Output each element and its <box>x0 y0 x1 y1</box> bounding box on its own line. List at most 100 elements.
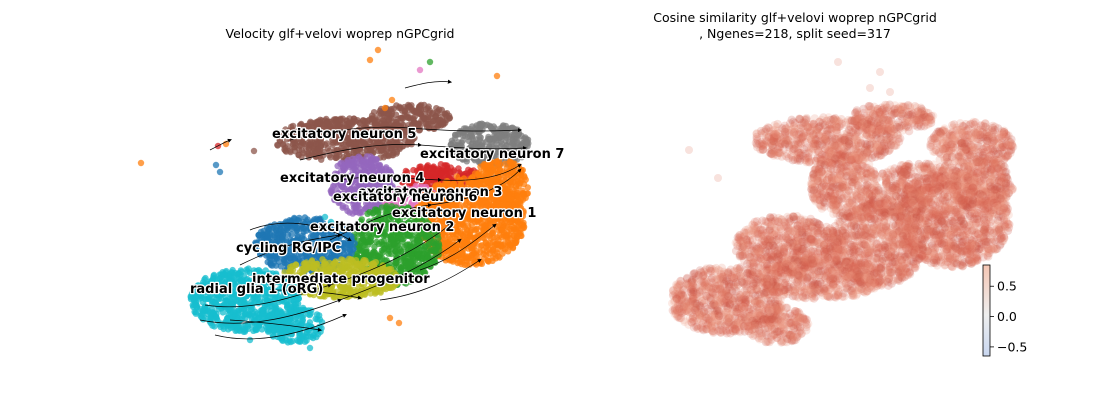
cell-point <box>514 131 522 139</box>
cell-point <box>419 115 427 123</box>
cell-point <box>438 121 446 128</box>
cell-point <box>209 322 216 329</box>
cell-point <box>220 325 227 333</box>
cell-point <box>305 264 312 272</box>
cell-point <box>340 141 347 148</box>
cell-point <box>368 133 375 141</box>
cell-point <box>191 301 198 309</box>
cell-point <box>301 140 309 148</box>
cell-point <box>517 232 524 239</box>
cell-point <box>487 235 494 242</box>
cell-point <box>520 224 527 232</box>
cell-point <box>348 121 356 128</box>
cell-point <box>244 323 251 330</box>
cell-point <box>289 122 297 130</box>
cell-point <box>385 116 392 123</box>
cell-point <box>333 137 340 144</box>
cell-point <box>431 247 439 254</box>
cell-point <box>310 124 317 132</box>
cell-point <box>321 260 328 267</box>
cell-point <box>316 118 323 125</box>
cell-point <box>236 316 244 323</box>
cell-point <box>477 163 484 170</box>
cell-point <box>368 112 376 119</box>
cell-point <box>316 153 324 160</box>
cell-point <box>328 263 335 270</box>
cell-point <box>367 235 374 242</box>
cell-point <box>377 288 384 295</box>
cell-point <box>402 254 409 261</box>
cell-point <box>327 154 334 161</box>
cell-point <box>268 225 275 232</box>
cell-point <box>281 258 288 266</box>
cell-point <box>242 310 249 318</box>
left-panel-title: Velocity glf+velovi woprep nGPCgrid <box>225 26 455 41</box>
cell-point <box>461 132 469 139</box>
cell-point <box>380 265 387 272</box>
cell-point <box>476 121 483 128</box>
cell-point <box>279 141 287 148</box>
cell-point <box>360 140 367 147</box>
cell-point <box>301 123 308 130</box>
cell-point <box>229 266 236 274</box>
cell-point <box>233 327 241 334</box>
cell-point <box>463 226 470 233</box>
cell-point <box>298 128 306 135</box>
cell-point <box>340 129 347 137</box>
cell-point <box>347 286 354 293</box>
cell-point <box>456 259 463 266</box>
cell-point <box>304 129 311 136</box>
cell-point <box>292 261 300 268</box>
right-title-line1: Cosine similarity glf+velovi woprep nGPC… <box>653 10 937 25</box>
cell-point <box>520 190 528 197</box>
cell-point <box>449 139 457 147</box>
cell-point <box>401 136 409 144</box>
cell-point <box>453 173 461 180</box>
cell-point <box>492 134 499 141</box>
cell-point <box>378 122 385 130</box>
cell-point <box>288 135 295 142</box>
cell-point <box>471 170 479 177</box>
cell-point <box>374 116 382 123</box>
cell-point <box>365 241 372 248</box>
cell-point <box>510 224 518 232</box>
cell-point <box>369 260 376 268</box>
cell-point <box>502 233 509 241</box>
cell-point <box>299 232 306 239</box>
cell-point <box>220 270 227 277</box>
cell-point <box>398 120 405 127</box>
cell-point <box>312 149 319 156</box>
cell-point <box>279 130 287 138</box>
cell-point <box>432 112 440 120</box>
cell-point <box>425 125 433 132</box>
cell-point <box>402 259 409 267</box>
cell-point <box>475 236 482 243</box>
cell-point <box>417 163 424 170</box>
cell-point <box>279 234 286 241</box>
cell-point <box>466 232 474 239</box>
cell-point <box>518 168 525 175</box>
cell-point <box>479 139 486 146</box>
cell-point <box>378 254 386 262</box>
cell-point <box>425 115 432 122</box>
cell-point <box>259 306 267 314</box>
cell-point <box>371 243 378 251</box>
cell-point <box>317 142 324 149</box>
cell-point <box>282 221 290 228</box>
cell-point <box>308 258 315 265</box>
cell-point <box>295 151 302 159</box>
cell-point <box>363 249 370 256</box>
cell-point <box>402 128 410 135</box>
cell-point <box>366 208 373 216</box>
cell-point <box>487 124 495 131</box>
cell-point <box>288 225 295 232</box>
cell-point <box>467 131 475 138</box>
cell-point <box>514 193 521 200</box>
cell-point <box>350 149 357 157</box>
cell-point <box>435 242 443 249</box>
cell-point <box>499 250 506 257</box>
cell-point <box>344 241 351 248</box>
cell-point <box>362 257 369 264</box>
cell-point <box>525 140 532 147</box>
